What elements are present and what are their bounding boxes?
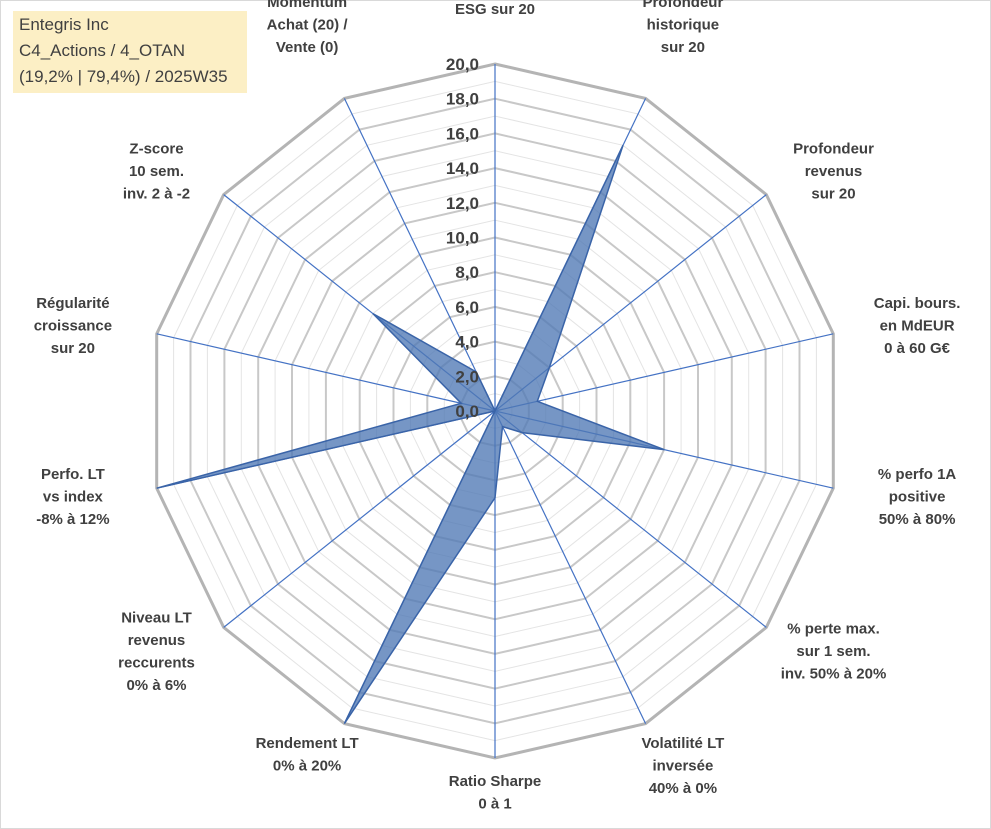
chart-title-box: Entegris Inc C4_Actions / 4_OTAN (19,2% … xyxy=(13,11,247,93)
tick-label: 12,0 xyxy=(446,194,479,213)
tick-label: 14,0 xyxy=(446,159,479,178)
axis-label: Capi. bours. en MdEUR 0 à 60 G€ xyxy=(874,295,961,357)
axis-label: % perfo 1A positive 50% à 80% xyxy=(878,466,957,528)
axis-label: Profondeur historique sur 20 xyxy=(642,0,723,56)
axis-label: Niveau LT revenus reccurents 0% à 6% xyxy=(118,609,195,694)
axis-spoke xyxy=(343,98,496,412)
axis-label: Profondeur revenus sur 20 xyxy=(793,141,874,203)
axis-label: Ratio Sharpe 0 à 1 xyxy=(449,773,542,813)
axis-spoke xyxy=(494,410,647,724)
axis-label: Régularité croissance sur 20 xyxy=(34,295,112,357)
tick-label: 8,0 xyxy=(455,263,479,282)
title-line-company: Entegris Inc xyxy=(19,15,109,34)
tick-label: 10,0 xyxy=(446,229,479,248)
axis-label: Z-score 10 sem. inv. 2 à -2 xyxy=(123,141,190,203)
axis-label: Volatilité LT inversée 40% à 0% xyxy=(642,735,725,797)
data-series-area xyxy=(156,144,665,725)
axis-spoke xyxy=(494,410,767,628)
tick-label: 20,0 xyxy=(446,55,479,74)
axis-label: Perfo. LT vs index -8% à 12% xyxy=(36,466,109,528)
axis-label: % perte max. sur 1 sem. inv. 50% à 20% xyxy=(781,621,887,683)
tick-label: 4,0 xyxy=(455,333,479,352)
tick-label: 16,0 xyxy=(446,124,479,143)
axis-spoke xyxy=(223,410,496,628)
tick-label: 0,0 xyxy=(455,402,479,421)
axis-label: Momentum Achat (20) / Vente (0) xyxy=(267,0,349,56)
axis-spoke xyxy=(494,333,834,412)
tick-label: 6,0 xyxy=(455,298,479,317)
axis-label: NoteESG sur 20 xyxy=(455,0,535,18)
tick-label: 2,0 xyxy=(455,367,479,386)
axis-label: Rendement LT 0% à 20% xyxy=(256,735,359,775)
tick-label: 18,0 xyxy=(446,90,479,109)
title-line-stats: (19,2% | 79,4%) / 2025W35 xyxy=(19,67,228,86)
title-line-category: C4_Actions / 4_OTAN xyxy=(19,41,185,60)
axis-spoke xyxy=(156,333,496,412)
